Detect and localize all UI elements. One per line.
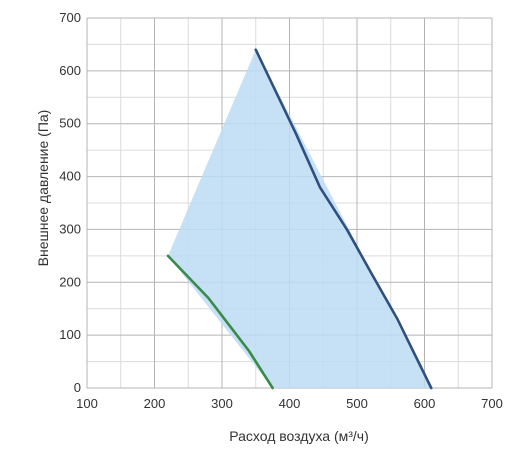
- operating-area: [168, 49, 432, 388]
- x-tick-label: 600: [414, 396, 436, 411]
- y-tick-label: 600: [59, 63, 81, 78]
- y-tick-label: 400: [59, 169, 81, 184]
- series-lines: [166, 48, 433, 390]
- x-axis-title: Расход воздуха (м³/ч): [229, 428, 369, 444]
- tick-labels: 100 200 300 400 500 600 7000100200300400500600…: [59, 10, 503, 411]
- y-tick-label: 200: [59, 274, 81, 289]
- y-axis-title: Внешнее давление (Па): [35, 110, 51, 267]
- y-tick-label: 500: [59, 116, 81, 131]
- x-tick-label: 300: [211, 396, 233, 411]
- max-curve-line: [254, 48, 433, 390]
- min-curve-line: [166, 254, 274, 390]
- x-tick-label: 700: [481, 396, 503, 411]
- x-tick-label: 200: [144, 396, 166, 411]
- y-tick-label: 700: [59, 10, 81, 25]
- y-tick-label: 300: [59, 221, 81, 236]
- y-tick-label: 100: [59, 327, 81, 342]
- x-tick-label: 400: [279, 396, 301, 411]
- x-tick-label: 100: [76, 396, 98, 411]
- x-tick-label: 500: [346, 396, 368, 411]
- operating-area-fill: [168, 49, 432, 388]
- y-tick-label: 0: [74, 380, 81, 395]
